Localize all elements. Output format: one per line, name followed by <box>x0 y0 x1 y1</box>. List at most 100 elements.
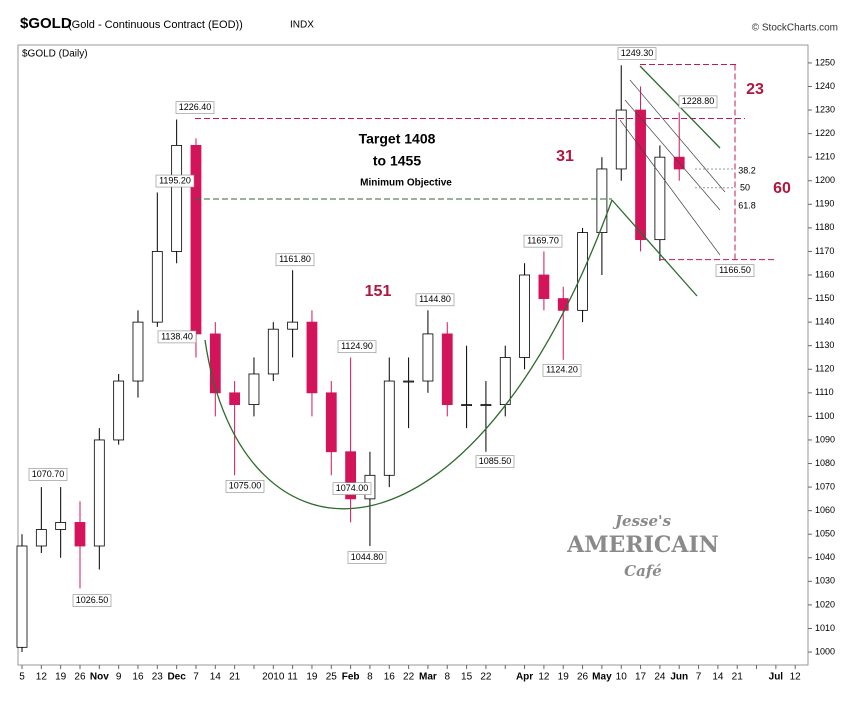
price-label-box <box>155 174 195 188</box>
price-label: 1144.80 <box>419 294 451 304</box>
price-label-box <box>617 47 657 60</box>
x-tick-label: Jun <box>670 672 688 683</box>
y-tick-label: 1170 <box>815 246 834 256</box>
price-label: 1161.80 <box>279 254 311 264</box>
candle-body <box>519 274 530 358</box>
x-tick-label: 9 <box>116 672 122 683</box>
x-tick-label: 12 <box>790 672 802 683</box>
y-tick-label: 1060 <box>815 505 835 515</box>
x-tick-label: Dec <box>167 672 186 683</box>
y-tick-label: 1080 <box>815 458 835 468</box>
x-tick-label: 26 <box>74 672 86 683</box>
price-label-box <box>475 455 515 468</box>
x-tick-label: 11 <box>287 672 298 683</box>
chart-subtitle: (Gold - Continuous Contract (EOD)) <box>68 19 243 31</box>
candle-body <box>383 380 395 476</box>
price-label: 1085.50 <box>479 456 512 466</box>
price-label-box <box>28 468 68 481</box>
logo-text: Café <box>624 562 662 580</box>
price-label-box <box>678 95 718 109</box>
x-tick-label: 12 <box>538 672 550 683</box>
fib-fan-line <box>611 199 698 297</box>
candle-body <box>55 522 67 530</box>
x-tick-label: 16 <box>384 672 396 683</box>
x-tick-label: Mar <box>419 672 437 683</box>
y-tick-label: 1250 <box>815 57 835 67</box>
y-tick-label: 1130 <box>815 340 834 350</box>
price-label: 1138.40 <box>161 331 193 341</box>
y-tick-label: 1090 <box>815 434 835 444</box>
x-tick-label: 22 <box>403 672 415 683</box>
candle-body <box>113 380 125 441</box>
candle-body <box>248 373 260 406</box>
candle-body <box>654 156 666 241</box>
y-tick-label: 1190 <box>815 199 834 209</box>
price-label: 1226.40 <box>179 102 212 112</box>
x-tick-label: May <box>592 672 612 683</box>
candle-body <box>345 451 357 500</box>
price-label: 1249.30 <box>621 48 654 58</box>
x-tick-label: 19 <box>306 672 318 683</box>
annotation: 31 <box>556 148 574 165</box>
y-tick-label: 1160 <box>815 269 834 279</box>
x-tick-label: 7 <box>696 672 702 683</box>
y-tick-label: 1230 <box>815 104 835 114</box>
candle-body <box>461 404 472 407</box>
x-tick-label: 10 <box>616 672 628 683</box>
y-tick-label: 1140 <box>815 317 834 327</box>
candle-body <box>190 144 202 335</box>
price-label-box <box>157 330 197 344</box>
candle-body <box>287 321 299 330</box>
annotation: 23 <box>746 81 764 98</box>
candle-body <box>615 109 627 170</box>
x-tick-label: 19 <box>55 672 67 683</box>
price-label-box <box>275 253 315 267</box>
x-tick-label: 7 <box>193 672 199 683</box>
price-label: 1026.50 <box>76 595 109 605</box>
annotation: 151 <box>365 283 392 300</box>
y-tick-label: 1040 <box>815 552 835 562</box>
x-tick-label: 24 <box>654 672 666 683</box>
candle-body <box>441 333 453 406</box>
x-tick-label: 14 <box>210 672 222 683</box>
x-tick-label: 19 <box>558 672 570 683</box>
annotation: to 1455 <box>373 153 421 169</box>
y-tick-label: 1070 <box>815 481 835 491</box>
annotation: 60 <box>773 180 791 197</box>
price-label-box <box>542 364 582 377</box>
price-label-box <box>415 293 455 307</box>
chart-title: $GOLD <box>20 15 72 32</box>
x-tick-label: 21 <box>229 672 241 683</box>
logo-text: Jesse's <box>612 512 672 530</box>
fib-fan-line <box>629 79 726 193</box>
x-tick-label: 17 <box>635 672 647 683</box>
price-label-box <box>175 101 215 114</box>
price-label: 1169.70 <box>527 236 559 246</box>
price-label-box <box>523 234 563 248</box>
x-tick-label: 15 <box>461 672 473 683</box>
exchange: INDX <box>290 20 314 31</box>
candle-body <box>74 522 86 547</box>
annotation: Minimum Objective <box>360 178 452 189</box>
x-tick-label: 25 <box>326 672 338 683</box>
candle-body <box>16 545 28 648</box>
price-label-box <box>332 482 372 495</box>
fib-fan-line <box>619 119 721 256</box>
cup-curve <box>204 199 613 510</box>
fib-fan-line <box>624 99 721 211</box>
x-tick-label: 22 <box>480 672 492 683</box>
x-tick-label: 8 <box>444 672 450 683</box>
price-label: 1070.70 <box>32 469 65 479</box>
price-label-box <box>225 480 265 493</box>
y-tick-label: 1030 <box>815 576 835 586</box>
annotation: 50 <box>740 182 750 192</box>
logo-text: AMERICAIN <box>566 532 719 558</box>
candle-body <box>151 251 163 323</box>
source: © StockCharts.com <box>752 23 838 34</box>
x-tick-label: 14 <box>712 672 724 683</box>
y-tick-label: 1180 <box>815 222 834 232</box>
price-label: 1124.20 <box>546 365 578 375</box>
y-tick-label: 1200 <box>815 175 835 185</box>
y-tick-label: 1210 <box>815 152 835 162</box>
price-label-box <box>715 264 755 277</box>
